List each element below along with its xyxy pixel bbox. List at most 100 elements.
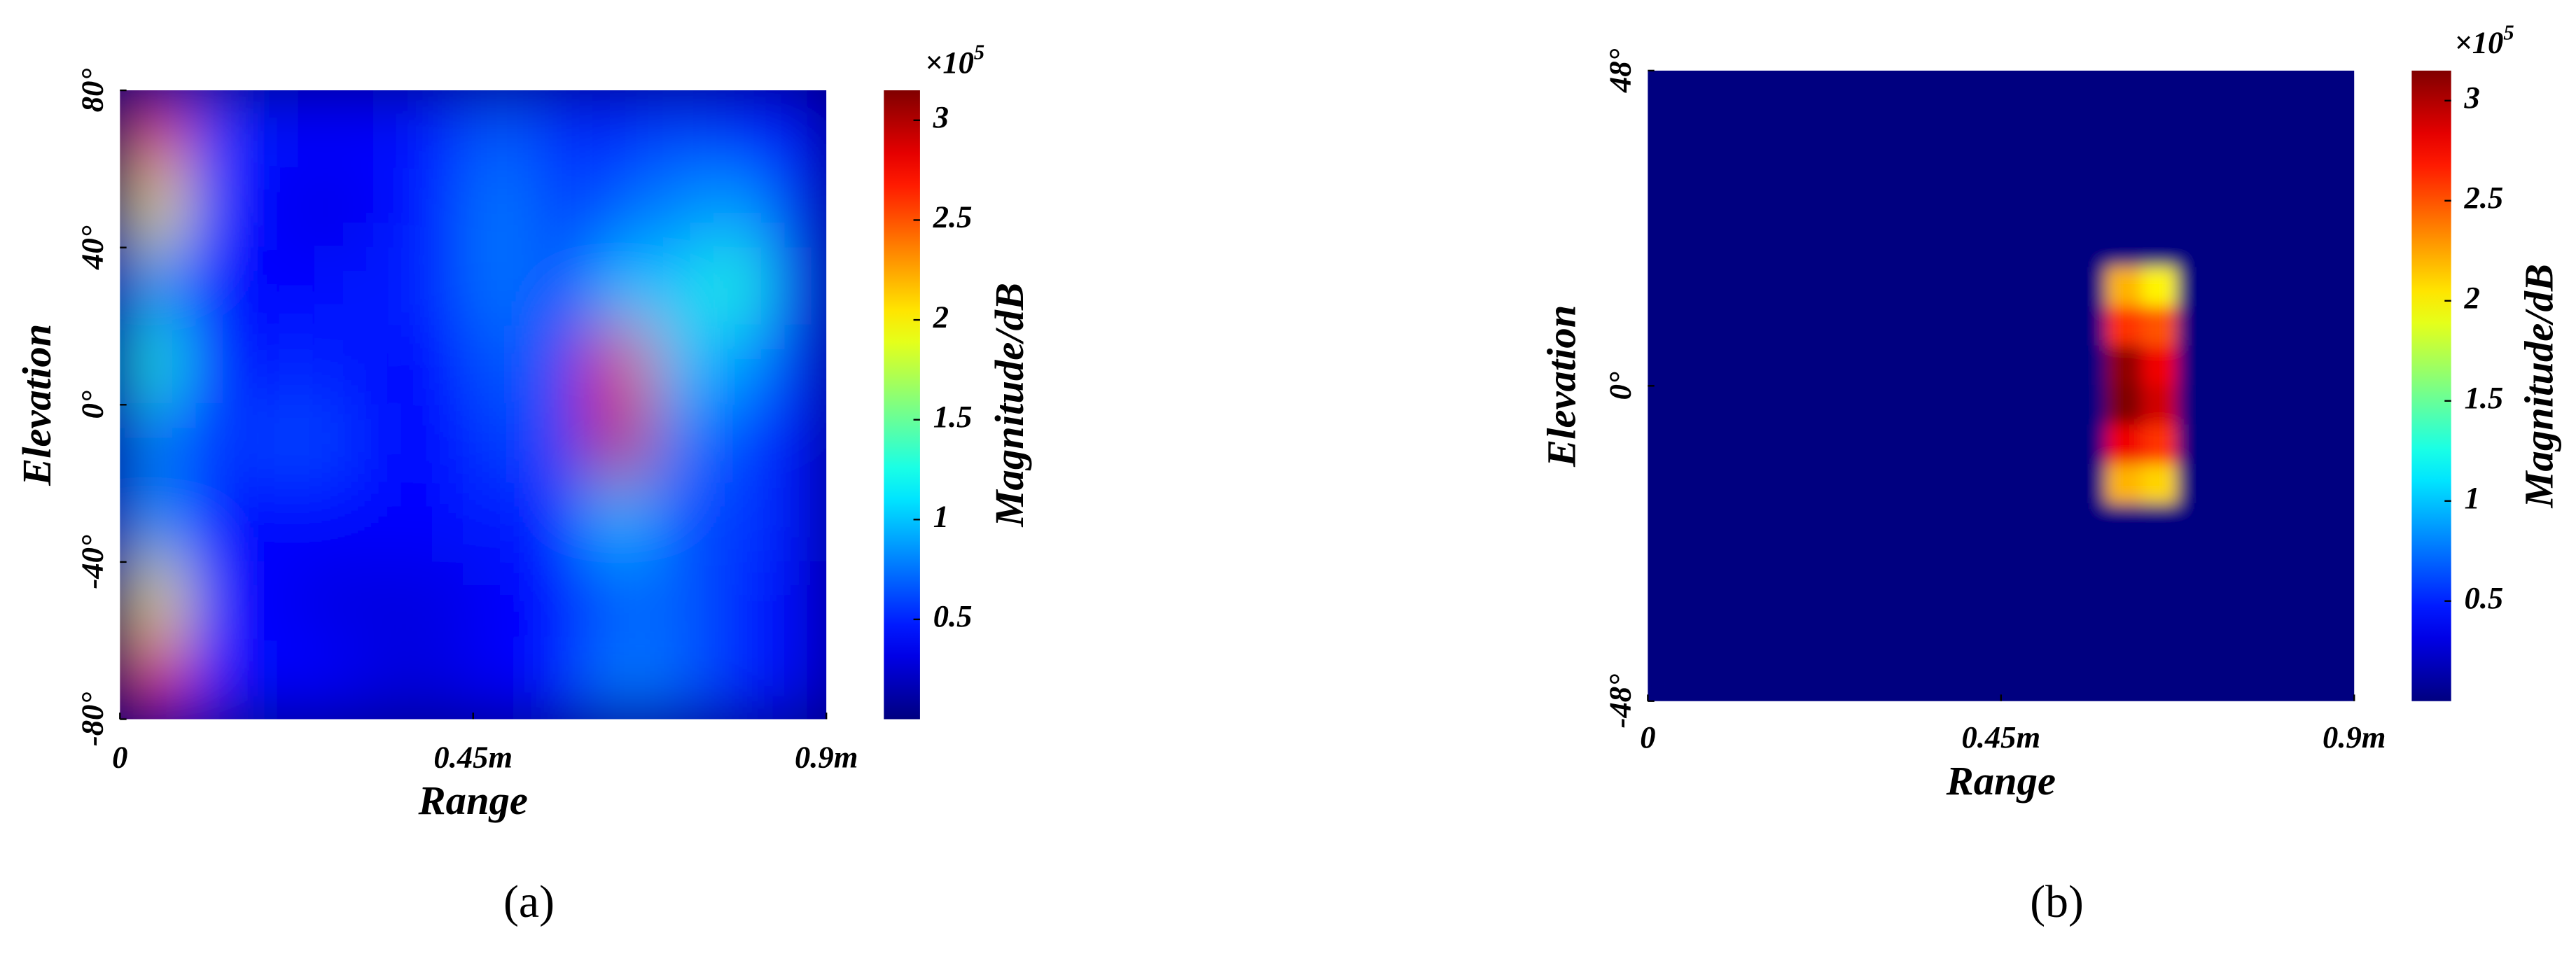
heatmap-cell bbox=[1682, 582, 1720, 624]
colorbar-tick-label: 1 bbox=[933, 499, 949, 534]
x-axis-title: Range bbox=[418, 778, 528, 823]
heatmap-cell bbox=[1965, 227, 2002, 269]
heatmap-cell bbox=[2070, 542, 2108, 584]
heatmap-cell bbox=[766, 90, 827, 170]
heatmap-cell bbox=[120, 482, 180, 563]
heatmap-cell bbox=[1718, 542, 1755, 584]
heatmap-cell bbox=[1894, 621, 1932, 663]
heatmap-cell bbox=[1965, 109, 2002, 150]
heatmap-cell bbox=[766, 325, 827, 406]
caption: (a) bbox=[503, 876, 555, 927]
heatmap-cell bbox=[295, 90, 356, 170]
heatmap-cell bbox=[472, 482, 533, 563]
heatmap-cell bbox=[2212, 306, 2250, 348]
heatmap-cell bbox=[2070, 661, 2108, 701]
heatmap-cell bbox=[2070, 109, 2108, 150]
y-tick-label: -48° bbox=[1602, 674, 1637, 728]
heatmap-cell bbox=[2247, 267, 2285, 308]
heatmap-cell bbox=[413, 246, 474, 328]
heatmap-cell bbox=[1718, 188, 1755, 230]
heatmap-cell bbox=[1648, 148, 1684, 190]
heatmap-cell bbox=[1682, 463, 1720, 505]
heatmap-cell bbox=[1894, 70, 1932, 111]
heatmap-cell bbox=[2247, 109, 2285, 150]
heatmap-cell bbox=[354, 561, 415, 642]
heatmap-cell bbox=[2318, 424, 2355, 466]
heatmap-cell bbox=[2247, 621, 2285, 663]
heatmap-cell bbox=[2105, 582, 2143, 624]
heatmap-cell bbox=[2035, 267, 2073, 308]
heatmap-cell bbox=[2105, 267, 2143, 308]
x-tick-label: 0 bbox=[1640, 720, 1655, 755]
heatmap-cell bbox=[237, 325, 298, 406]
heatmap-cell bbox=[237, 640, 298, 720]
heatmap-cell bbox=[2070, 267, 2108, 308]
heatmap-cell bbox=[295, 168, 356, 248]
heatmap-cell bbox=[2318, 267, 2355, 308]
heatmap-cell bbox=[2141, 306, 2179, 348]
heatmap-cell bbox=[1682, 306, 1720, 348]
x-tick-label: 0.45m bbox=[433, 739, 513, 774]
heatmap-cell bbox=[2035, 463, 2073, 505]
heatmap-cell bbox=[2212, 227, 2250, 269]
heatmap-cell bbox=[354, 246, 415, 328]
heatmap-cell bbox=[2247, 345, 2285, 387]
heatmap-cell bbox=[2318, 227, 2355, 269]
colorbar-label: Magnitude/dB bbox=[987, 283, 1032, 528]
heatmap bbox=[1648, 70, 2355, 701]
heatmap-cell bbox=[472, 325, 533, 406]
heatmap-cell bbox=[2070, 503, 2108, 545]
colorbar-tick-label: 3 bbox=[2463, 80, 2479, 115]
heatmap-cell bbox=[2000, 661, 2038, 701]
heatmap-cell bbox=[178, 640, 239, 720]
heatmap-cell bbox=[590, 246, 651, 328]
heatmap-cell bbox=[295, 561, 356, 642]
heatmap-cell bbox=[1648, 345, 1684, 387]
y-tick-label: 0° bbox=[74, 391, 109, 419]
heatmap-cell bbox=[1753, 463, 1790, 505]
heatmap-cell bbox=[1858, 227, 1896, 269]
heatmap-cell bbox=[1894, 188, 1932, 230]
heatmap-cell bbox=[1858, 109, 1896, 150]
heatmap-cell bbox=[1858, 345, 1896, 387]
heatmap-cell bbox=[2141, 227, 2179, 269]
heatmap-cell bbox=[2035, 109, 2073, 150]
heatmap-cell bbox=[2105, 70, 2143, 111]
heatmap-cell bbox=[2141, 542, 2179, 584]
heatmap-cell bbox=[648, 482, 710, 563]
heatmap-cell bbox=[1858, 188, 1896, 230]
colorbar-tick-label: 0.5 bbox=[2464, 580, 2503, 615]
heatmap-cell bbox=[2000, 345, 2038, 387]
heatmap-cell bbox=[2283, 70, 2320, 111]
heatmap-cell bbox=[2176, 661, 2214, 701]
heatmap-cell bbox=[1894, 345, 1932, 387]
heatmap-cell bbox=[2283, 542, 2320, 584]
heatmap-cell bbox=[295, 404, 356, 484]
heatmap-cell bbox=[1965, 385, 2002, 426]
heatmap-cell bbox=[1965, 582, 2002, 624]
heatmap-cell bbox=[1718, 424, 1755, 466]
heatmap-cell bbox=[2176, 109, 2214, 150]
heatmap-cell bbox=[2105, 424, 2143, 466]
heatmap-cell bbox=[590, 640, 651, 720]
heatmap-cell bbox=[1823, 109, 1861, 150]
colorbar-tick-label: 3 bbox=[933, 99, 949, 134]
heatmap-cell bbox=[648, 404, 710, 484]
heatmap-cell bbox=[1929, 621, 1967, 663]
heatmap-cell bbox=[1718, 661, 1755, 701]
heatmap-cell bbox=[1929, 463, 1967, 505]
heatmap-cell bbox=[2035, 385, 2073, 426]
heatmap-cell bbox=[2176, 503, 2214, 545]
heatmap-cell bbox=[2212, 424, 2250, 466]
heatmap-cell bbox=[2141, 345, 2179, 387]
heatmap-cell bbox=[237, 482, 298, 563]
heatmap-cell bbox=[2283, 661, 2320, 701]
heatmap-cell bbox=[1718, 621, 1755, 663]
heatmap-cell bbox=[1894, 385, 1932, 426]
heatmap-cell bbox=[2035, 621, 2073, 663]
heatmap-cell bbox=[1648, 267, 1684, 308]
heatmap-cell bbox=[1894, 424, 1932, 466]
scale-base: ×10 bbox=[925, 45, 974, 80]
heatmap-cell bbox=[766, 246, 827, 328]
heatmap-cell bbox=[1858, 542, 1896, 584]
